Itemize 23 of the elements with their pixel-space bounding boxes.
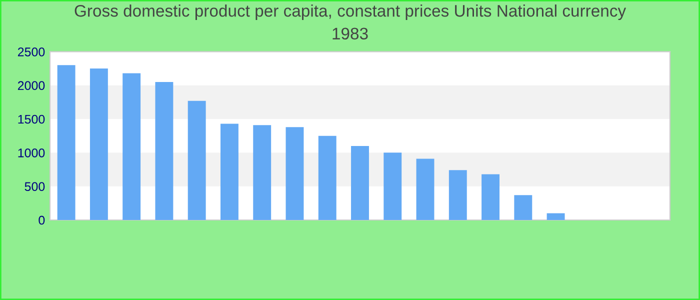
bar <box>253 125 272 220</box>
bar <box>351 146 369 220</box>
bar <box>546 213 565 220</box>
bar <box>384 152 402 220</box>
bar <box>416 158 434 220</box>
bar <box>188 100 206 220</box>
bar <box>122 73 141 220</box>
y-tick-label: 500 <box>24 182 45 191</box>
y-tick-label: 0 <box>38 216 45 225</box>
chart-title: Gross domestic product per capita, constant prices Units National currency 1983 <box>74 4 626 40</box>
y-tick-label: 2000 <box>18 81 45 90</box>
bar <box>448 170 467 220</box>
y-tick-label: 1000 <box>18 148 45 158</box>
bar <box>220 124 238 220</box>
bar <box>318 136 336 220</box>
bar <box>514 195 532 220</box>
y-tick-label: 2500 <box>18 48 45 56</box>
y-tick-label: 1500 <box>18 114 45 124</box>
bar <box>286 127 304 220</box>
bar <box>155 82 174 220</box>
bar <box>90 68 108 220</box>
bar <box>482 174 500 220</box>
bar <box>57 65 76 220</box>
